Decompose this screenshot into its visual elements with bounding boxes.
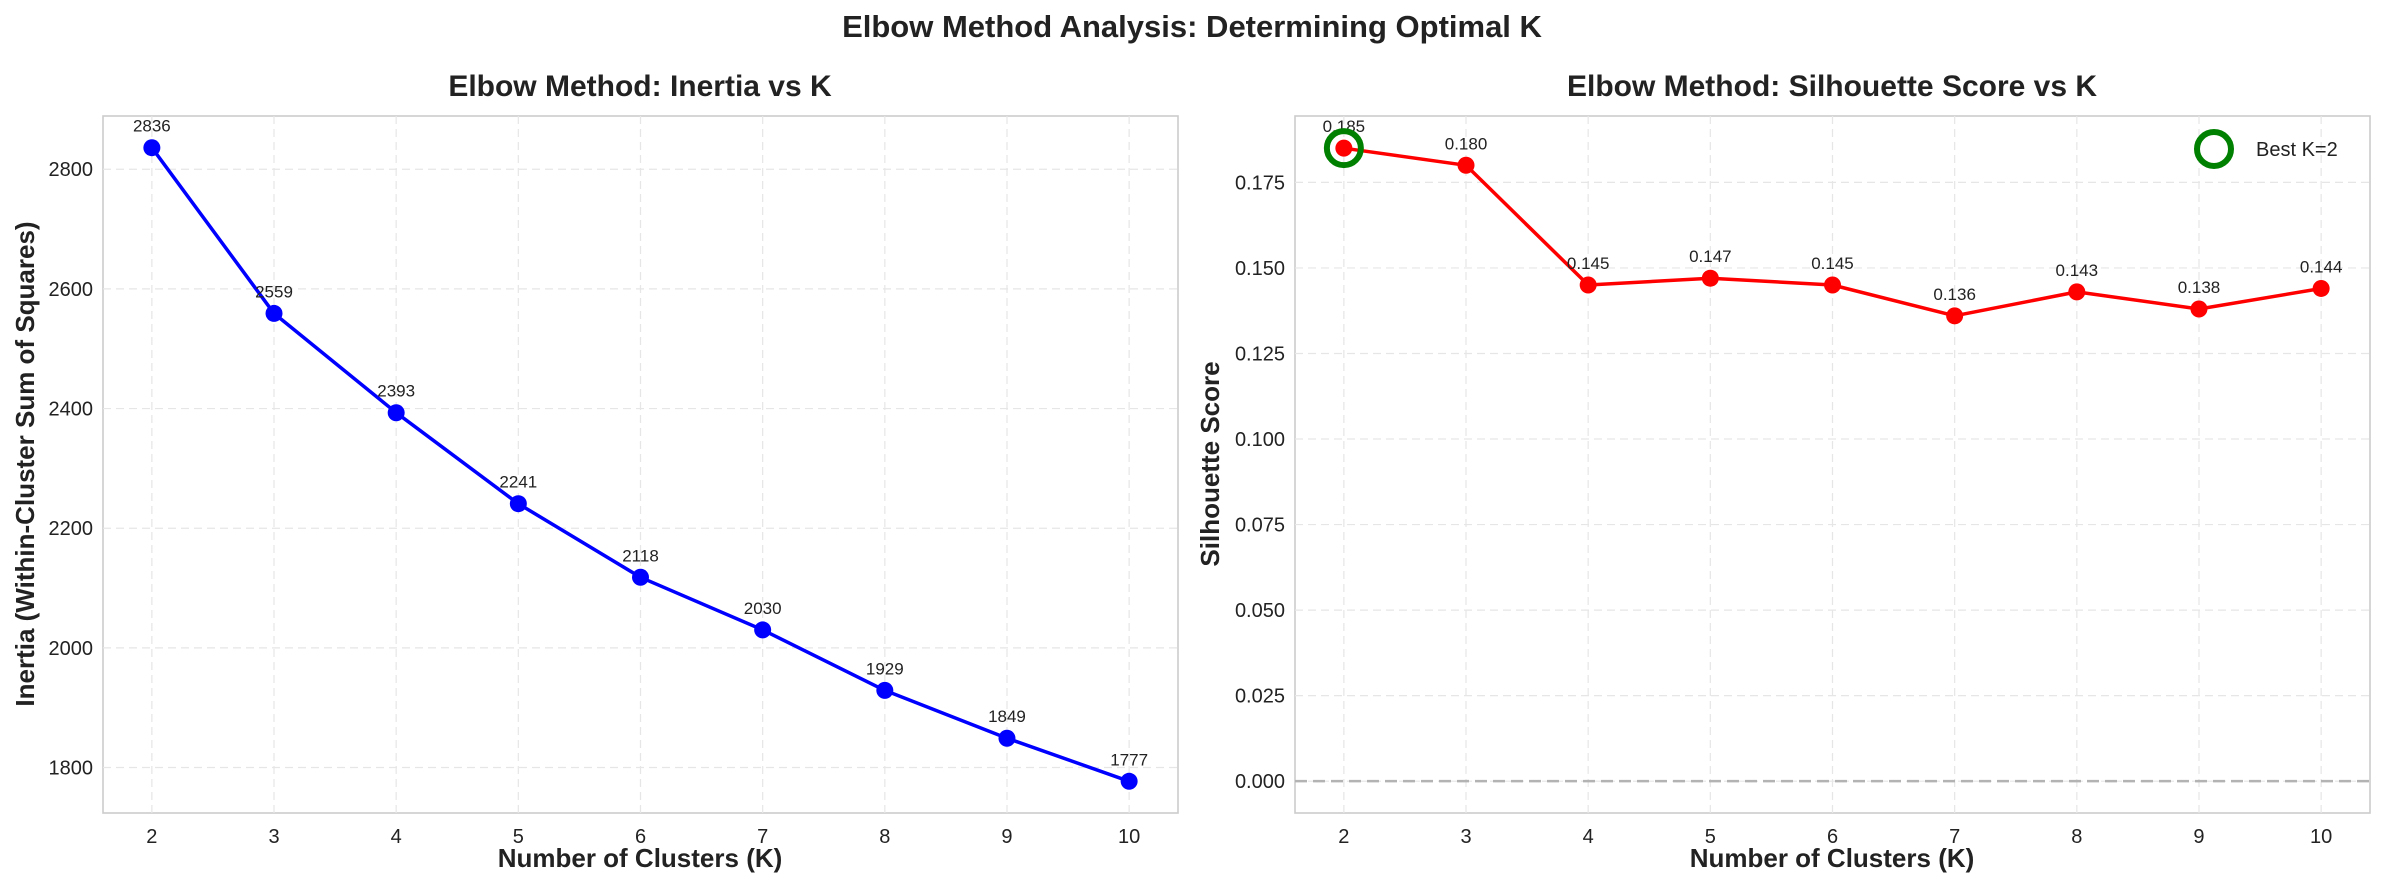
inertia-x-tick-label: 9 — [1001, 826, 1012, 848]
inertia-data-label: 1929 — [866, 659, 904, 678]
silhouette-panel: 2 3 4 5 6 7 8 9 10 0.000 0.025 0.050 0.075 0.100 0.125… — [1195, 70, 2371, 873]
silhouette-y-tick-label: 0.025 — [1235, 686, 1285, 708]
inertia-x-tick-label: 7 — [757, 826, 768, 848]
legend-label: Best K=2 — [2256, 139, 2338, 161]
silhouette-y-tick-label: 0.100 — [1235, 429, 1285, 451]
silhouette-x-tick-label: 5 — [1705, 826, 1716, 848]
silhouette-data-point — [1946, 307, 1964, 325]
silhouette-y-tick-label: 0.050 — [1235, 600, 1285, 622]
silhouette-series — [1335, 139, 2330, 325]
silhouette-data-label: 0.136 — [1933, 285, 1976, 304]
silhouette-data-point — [2312, 279, 2330, 297]
silhouette-title: Elbow Method: Silhouette Score vs K — [1567, 70, 2097, 103]
inertia-data-label: 2393 — [377, 382, 415, 401]
silhouette-y-tick-label: 0.175 — [1235, 172, 1285, 194]
silhouette-data-label: 0.145 — [1811, 254, 1854, 273]
inertia-y-tick-label: 1800 — [49, 758, 94, 780]
inertia-ticks: 2 3 4 5 6 7 8 9 10 1800 2000 2200 2400 2600 2800 — [49, 159, 1141, 848]
inertia-y-axis-label: Inertia (Within-Cluster Sum of Squares) — [10, 221, 40, 706]
silhouette-data-label: 0.143 — [2056, 261, 2099, 280]
inertia-y-tick-label: 2400 — [49, 399, 94, 421]
silhouette-data-point — [1701, 269, 1719, 287]
inertia-y-tick-label: 2800 — [49, 159, 94, 181]
inertia-series — [143, 139, 1138, 790]
silhouette-x-axis-label: Number of Clusters (K) — [1690, 843, 1975, 873]
inertia-data-label: 1849 — [988, 707, 1026, 726]
inertia-data-point — [387, 404, 405, 422]
silhouette-y-tick-label: 0.000 — [1235, 771, 1285, 793]
inertia-data-label: 2836 — [133, 117, 171, 136]
inertia-title: Elbow Method: Inertia vs K — [448, 70, 832, 103]
inertia-x-tick-label: 10 — [1118, 826, 1140, 848]
inertia-data-point — [143, 139, 161, 157]
inertia-data-point — [754, 621, 772, 639]
silhouette-grid — [1295, 116, 2370, 813]
silhouette-x-tick-label: 3 — [1460, 826, 1471, 848]
inertia-y-tick-label: 2000 — [49, 638, 94, 660]
inertia-x-tick-label: 5 — [513, 826, 524, 848]
inertia-x-tick-label: 6 — [635, 826, 646, 848]
inertia-data-point — [632, 568, 649, 586]
silhouette-x-tick-label: 10 — [2310, 826, 2332, 848]
inertia-x-axis-label: Number of Clusters (K) — [498, 843, 783, 873]
inertia-x-tick-label: 4 — [391, 826, 402, 848]
inertia-data-point — [1120, 772, 1138, 790]
inertia-data-point — [509, 495, 527, 513]
silhouette-data-point — [1824, 276, 1841, 294]
silhouette-best-highlight — [1323, 128, 1364, 169]
inertia-data-labels: 2836 2559 2393 2241 2118 2030 1929 1849 1777 — [133, 117, 1148, 770]
inertia-data-label: 2118 — [622, 546, 659, 565]
silhouette-y-tick-label: 0.150 — [1235, 258, 1285, 280]
silhouette-y-tick-label: 0.075 — [1235, 515, 1285, 537]
silhouette-data-point — [2190, 300, 2208, 318]
inertia-data-label: 2030 — [744, 599, 782, 618]
silhouette-data-label: 0.145 — [1567, 254, 1610, 273]
silhouette-y-tick-label: 0.125 — [1235, 343, 1285, 365]
inertia-y-tick-label: 2200 — [49, 518, 94, 540]
silhouette-x-tick-label: 4 — [1583, 826, 1594, 848]
inertia-data-label: 2241 — [499, 473, 537, 492]
inertia-y-tick-label: 2600 — [49, 279, 94, 301]
silhouette-x-tick-label: 6 — [1827, 826, 1838, 848]
silhouette-x-tick-label: 7 — [1949, 826, 1960, 848]
silhouette-data-point — [1335, 139, 1353, 157]
silhouette-y-axis-label: Silhouette Score — [1195, 361, 1225, 566]
inertia-grid — [103, 116, 1178, 813]
silhouette-x-tick-label: 9 — [2193, 826, 2204, 848]
silhouette-data-label: 0.180 — [1445, 134, 1488, 153]
figure-suptitle: Elbow Method Analysis: Determining Optim… — [842, 9, 1542, 44]
silhouette-data-label: 0.138 — [2178, 278, 2221, 297]
silhouette-x-tick-label: 2 — [1338, 826, 1349, 848]
inertia-data-label: 2559 — [255, 282, 293, 301]
inertia-data-point — [876, 681, 894, 699]
silhouette-legend: Best K=2 — [2194, 129, 2338, 169]
silhouette-ticks: 2 3 4 5 6 7 8 9 10 0.000 0.025 0.050 0.075 0.100 0.125… — [1235, 172, 2332, 848]
inertia-data-point — [998, 729, 1016, 747]
silhouette-best-k-ring — [1323, 128, 1364, 169]
silhouette-data-label: 0.144 — [2300, 257, 2343, 276]
inertia-x-tick-label: 2 — [146, 826, 157, 848]
inertia-data-point — [265, 304, 283, 322]
silhouette-data-label: 0.147 — [1689, 247, 1732, 266]
silhouette-x-tick-label: 8 — [2071, 826, 2082, 848]
silhouette-data-point — [1457, 156, 1475, 174]
inertia-x-tick-label: 8 — [879, 826, 890, 848]
legend-marker-ring — [2194, 129, 2234, 169]
silhouette-data-point — [1579, 276, 1597, 294]
silhouette-data-point — [2068, 283, 2086, 301]
inertia-x-tick-label: 3 — [268, 826, 279, 848]
inertia-data-label: 1777 — [1110, 750, 1148, 769]
